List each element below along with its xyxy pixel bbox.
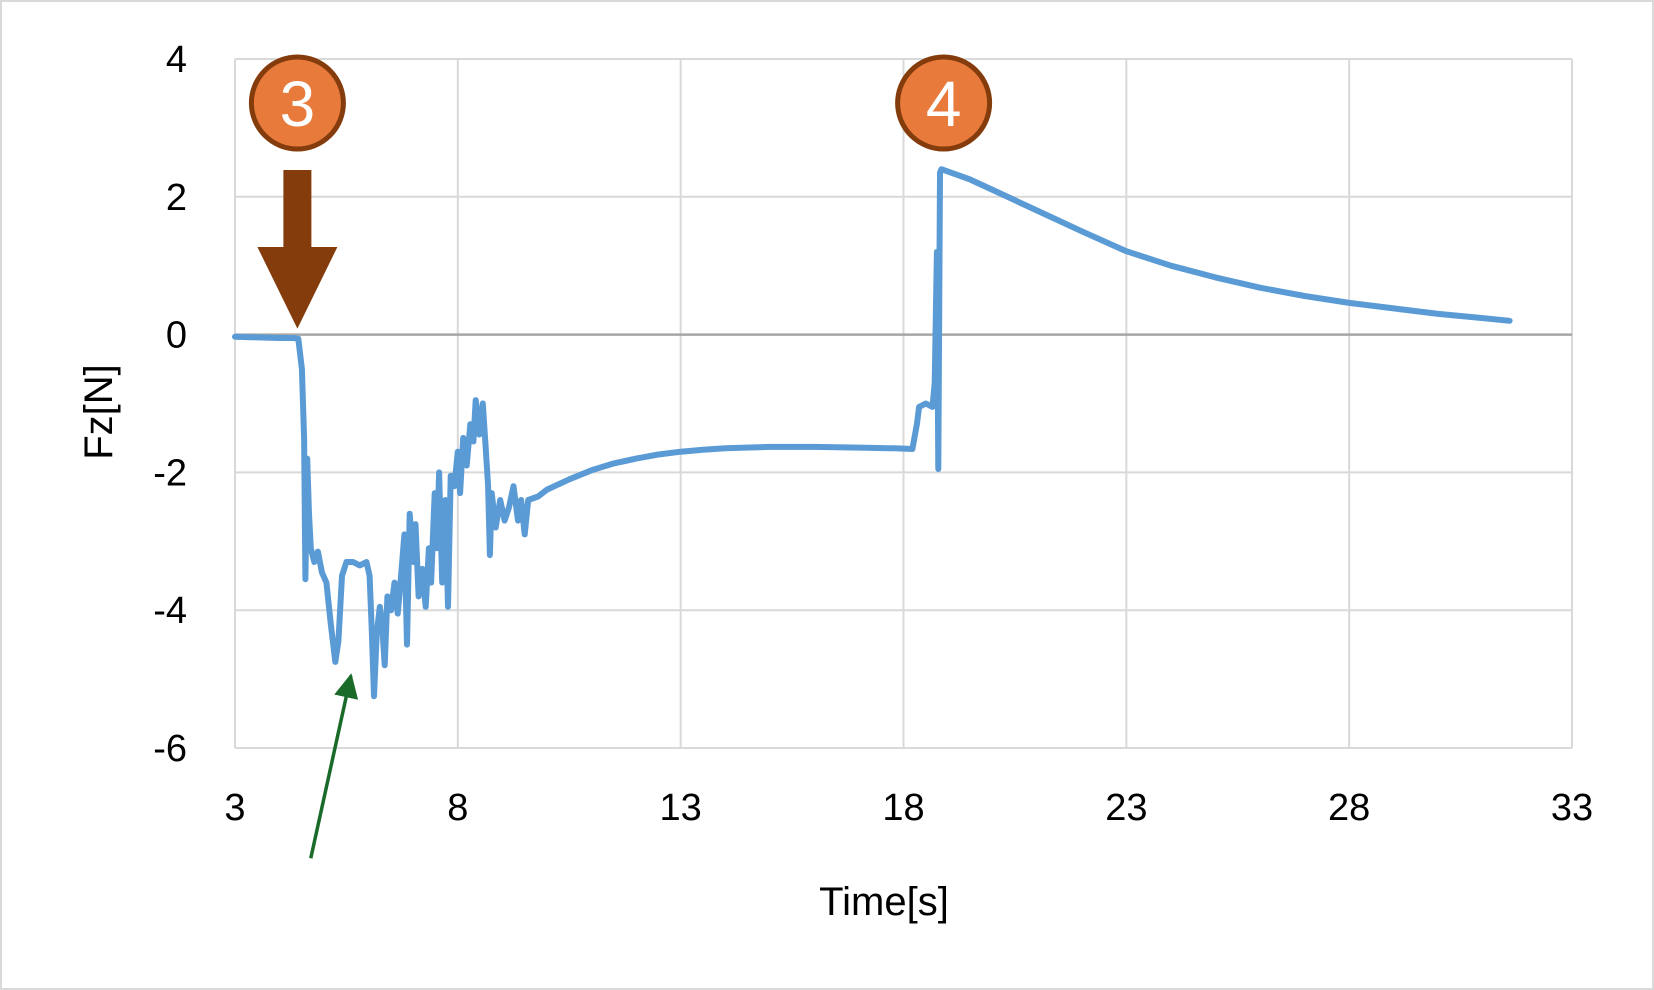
y-tick-label: 0 [166, 315, 187, 357]
tick-labels: 3 8 13 18 23 28 33 4 2 0 -2 -4 -6 [153, 39, 1593, 829]
x-tick-label: 8 [447, 787, 468, 829]
step-marker-circle [895, 54, 993, 152]
x-axis-label: Time[s] [819, 880, 949, 924]
y-tick-label: -2 [153, 452, 187, 494]
x-tick-label: 28 [1328, 787, 1370, 829]
step-marker-3: 3 [248, 54, 346, 329]
y-tick-label: -4 [153, 590, 187, 632]
down-arrow-icon [257, 170, 338, 329]
step-marker-label: 3 [280, 68, 316, 140]
y-tick-label: 2 [166, 177, 187, 219]
grid [234, 58, 1573, 749]
y-tick-label: -6 [153, 728, 187, 770]
fz-series-line [232, 166, 1513, 700]
green-pointer-arrow [309, 673, 359, 859]
x-tick-label: 18 [882, 787, 924, 829]
step-marker-4: 4 [895, 54, 993, 152]
step-marker-circle [248, 54, 346, 152]
x-tick-label: 3 [224, 787, 245, 829]
y-tick-label: 4 [166, 39, 187, 81]
x-tick-label: 13 [660, 787, 702, 829]
series-layer [232, 166, 1513, 700]
y-axis-label: Fz[N] [77, 364, 121, 460]
x-tick-label: 33 [1551, 787, 1593, 829]
x-tick-label: 23 [1105, 787, 1147, 829]
step-marker-label: 4 [926, 68, 962, 140]
